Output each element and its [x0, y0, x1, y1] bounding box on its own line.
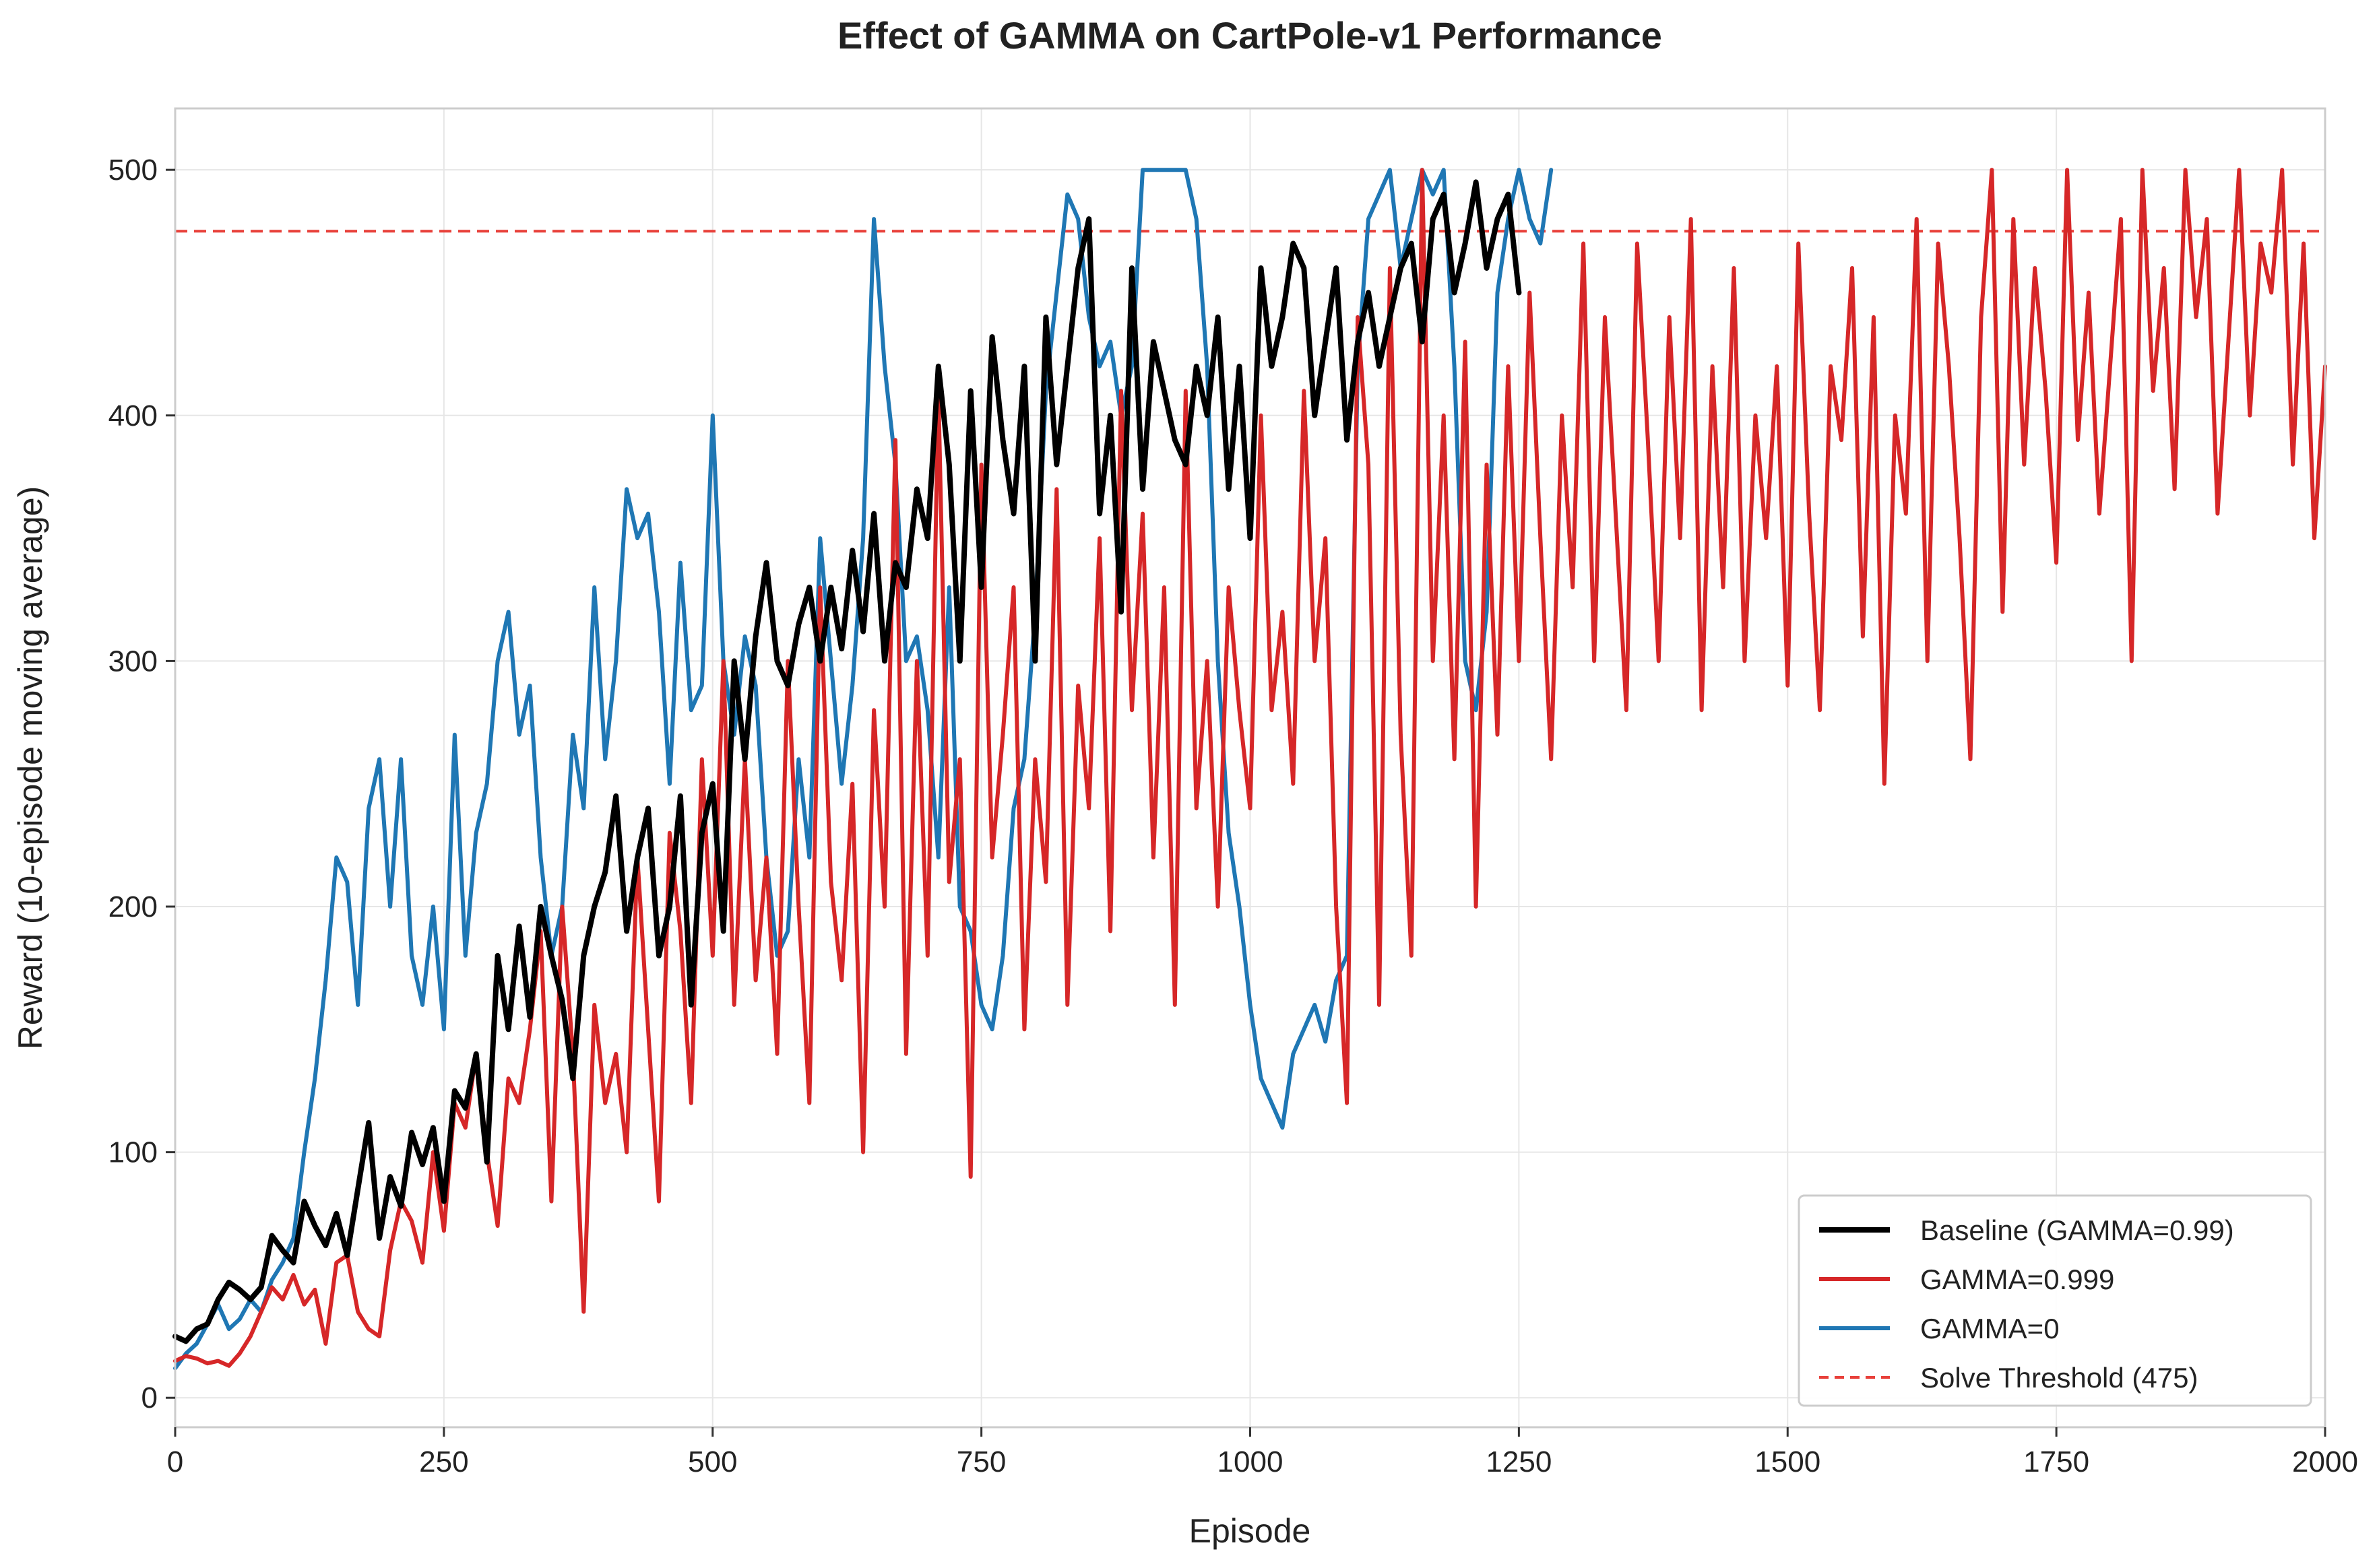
x-tick-label: 1000 — [1217, 1445, 1283, 1478]
y-tick-label: 200 — [108, 890, 158, 923]
y-axis: 0 100 200 300 400 500 — [108, 154, 175, 1414]
x-tick-label: 1500 — [1754, 1445, 1820, 1478]
legend-label: GAMMA=0.999 — [1920, 1264, 2114, 1295]
x-tick-label: 2000 — [2292, 1445, 2358, 1478]
legend: Baseline (GAMMA=0.99) GAMMA=0.999 GAMMA=0 S… — [1798, 1194, 2312, 1407]
y-tick-label: 100 — [108, 1136, 158, 1169]
legend-item-gamma-0: GAMMA=0 — [1819, 1313, 2060, 1344]
y-tick-label: 500 — [108, 154, 158, 187]
gamma-0-series-line — [173, 168, 1554, 1371]
x-tick-label: 500 — [688, 1445, 737, 1478]
baseline-series-line — [172, 179, 1522, 1344]
y-axis-label: Reward (10-episode moving average) — [11, 486, 49, 1050]
y-tick-label: 300 — [108, 645, 158, 678]
x-tick-label: 0 — [167, 1445, 183, 1478]
legend-label: GAMMA=0 — [1920, 1313, 2060, 1344]
y-tick-label: 0 — [141, 1381, 158, 1414]
x-tick-label: 250 — [419, 1445, 468, 1478]
legend-item-gamma-0999: GAMMA=0.999 — [1819, 1264, 2114, 1295]
legend-label: Baseline (GAMMA=0.99) — [1920, 1214, 2234, 1246]
x-tick-label: 750 — [957, 1445, 1006, 1478]
chart-title: Effect of GAMMA on CartPole-v1 Performan… — [837, 14, 1662, 57]
legend-item-baseline: Baseline (GAMMA=0.99) — [1819, 1214, 2234, 1246]
x-axis: 0 250 500 750 1000 1250 1500 1750 2000 — [167, 1427, 2358, 1478]
y-tick-label: 400 — [108, 399, 158, 432]
legend-label: Solve Threshold (475) — [1920, 1362, 2198, 1394]
series-layer — [172, 168, 2327, 1371]
legend-box — [1798, 1194, 2312, 1407]
legend-item-solve-threshold: Solve Threshold (475) — [1819, 1362, 2198, 1394]
x-axis-label: Episode — [1189, 1512, 1311, 1550]
x-tick-label: 1250 — [1486, 1445, 1552, 1478]
x-tick-label: 1750 — [2023, 1445, 2089, 1478]
